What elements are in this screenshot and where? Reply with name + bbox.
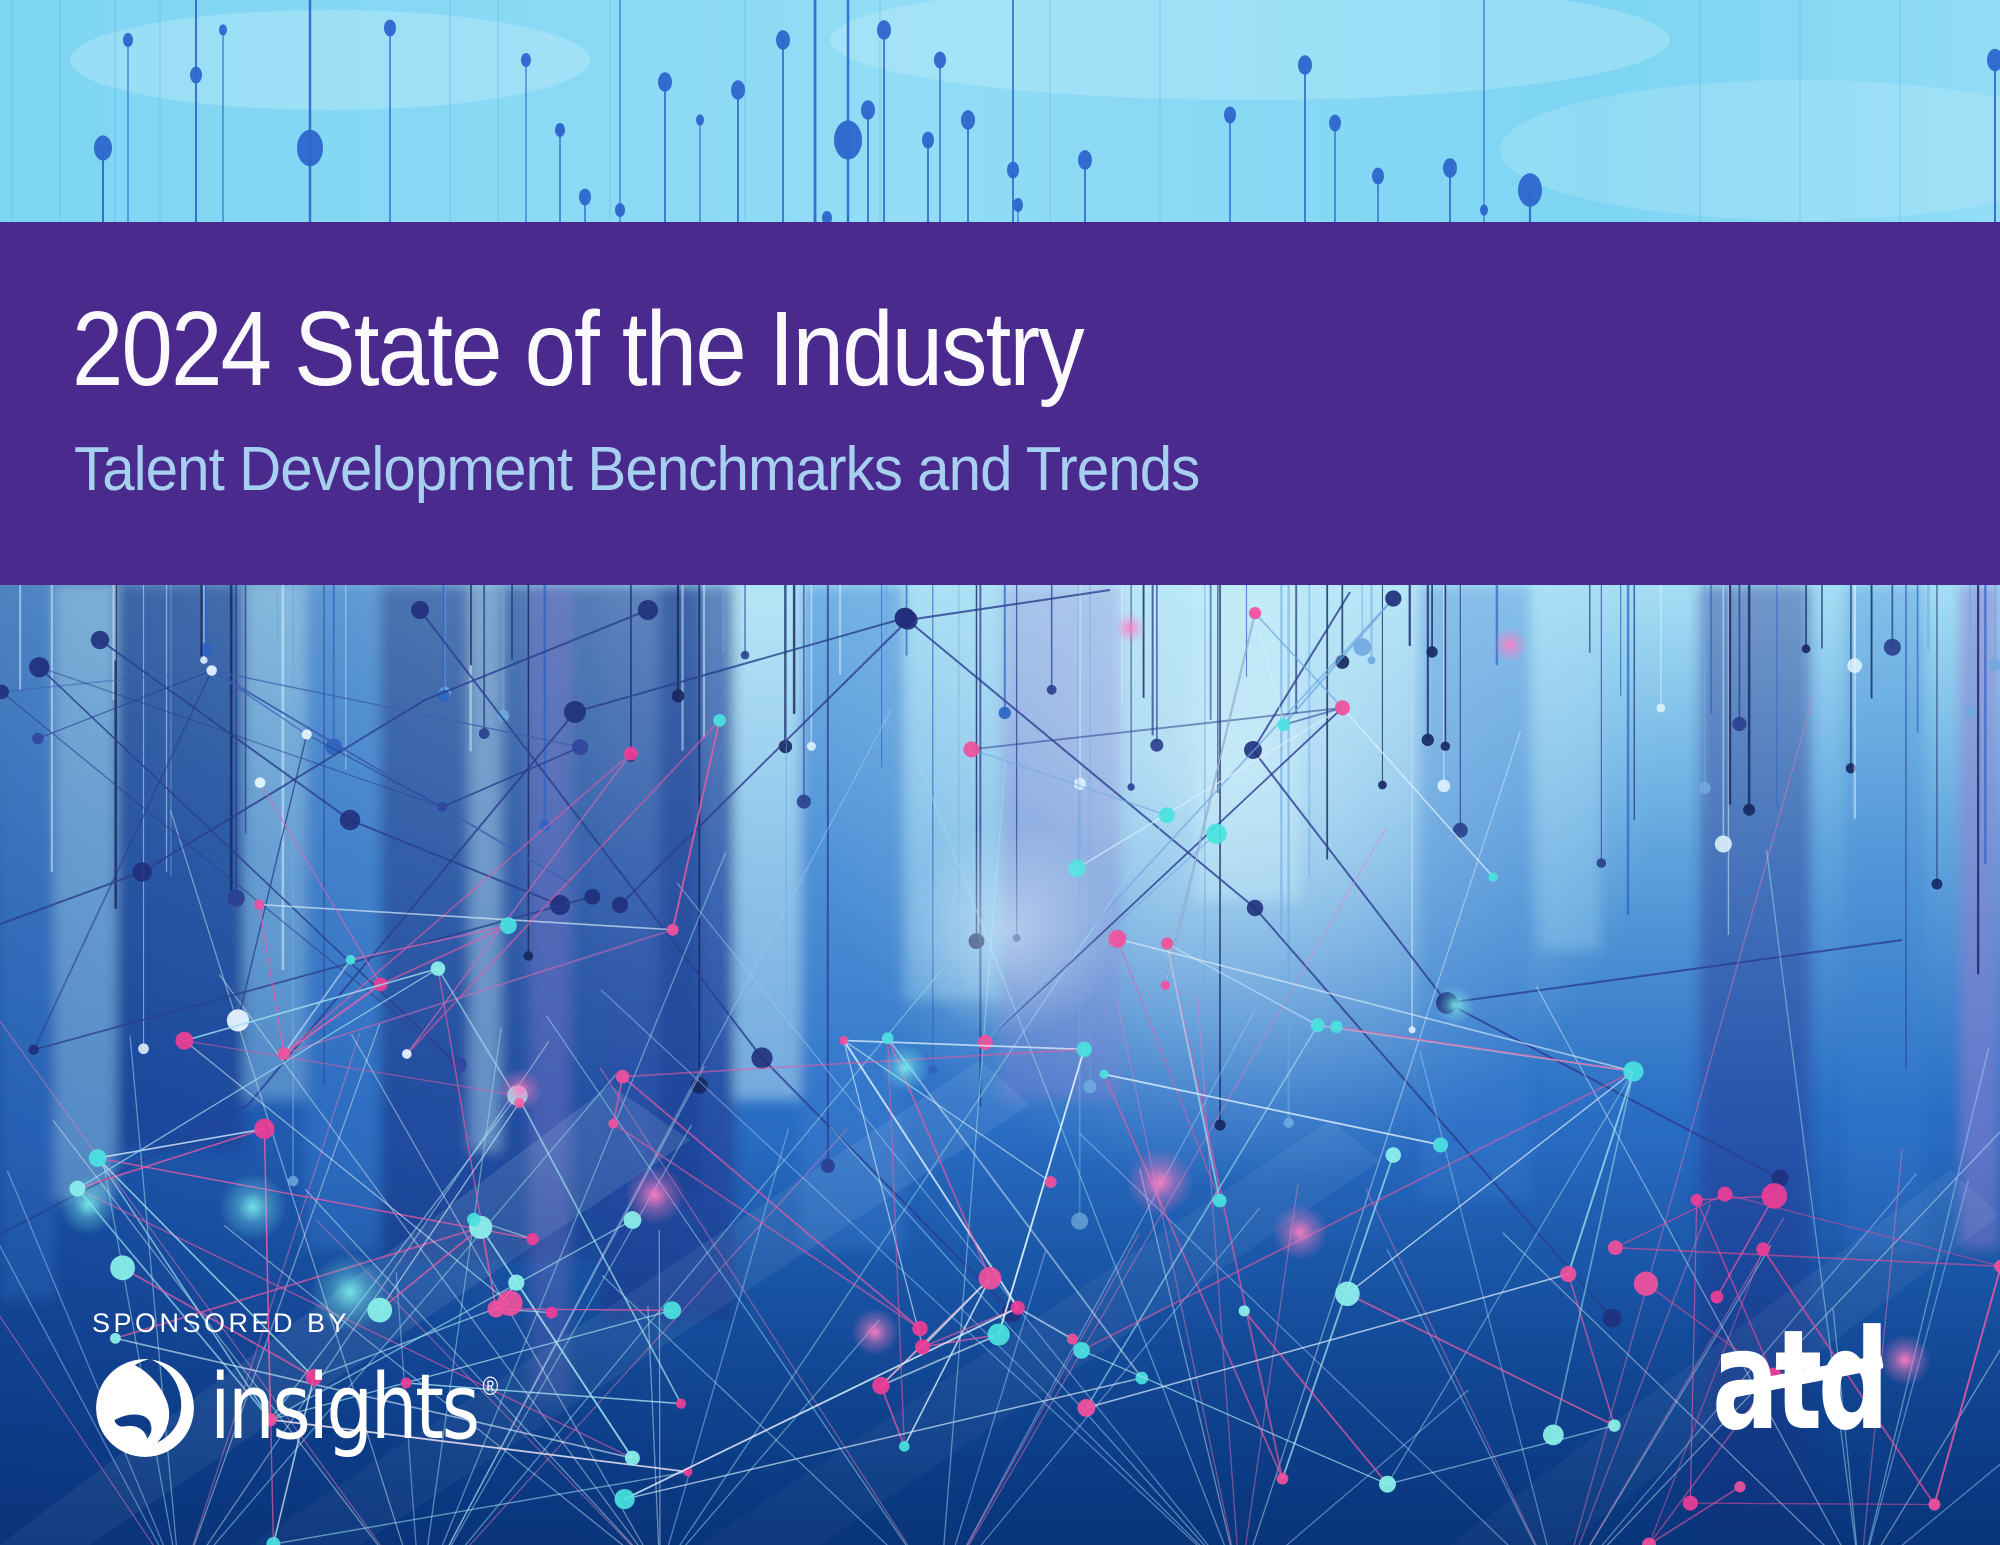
sponsor-block: SPONSORED BY insights ® bbox=[92, 1308, 561, 1459]
report-title: 2024 State of the Industry bbox=[72, 290, 1085, 408]
insights-wordmark-wrap: insights ® bbox=[210, 1355, 499, 1461]
report-subtitle: Talent Development Benchmarks and Trends bbox=[74, 435, 1200, 504]
title-banner: 2024 State of the Industry Talent Develo… bbox=[0, 222, 2000, 585]
glow-spots bbox=[58, 612, 1931, 1386]
registered-trademark-symbol: ® bbox=[482, 1371, 499, 1402]
insights-globe-icon bbox=[96, 1359, 194, 1457]
insights-logo: insights ® bbox=[94, 1357, 561, 1459]
atd-logo: atd bbox=[1712, 1312, 1922, 1450]
main-background bbox=[0, 585, 2000, 1545]
insights-wordmark: insights bbox=[210, 1355, 480, 1461]
sponsored-by-label: SPONSORED BY bbox=[92, 1308, 351, 1338]
top-strip bbox=[0, 0, 2000, 222]
